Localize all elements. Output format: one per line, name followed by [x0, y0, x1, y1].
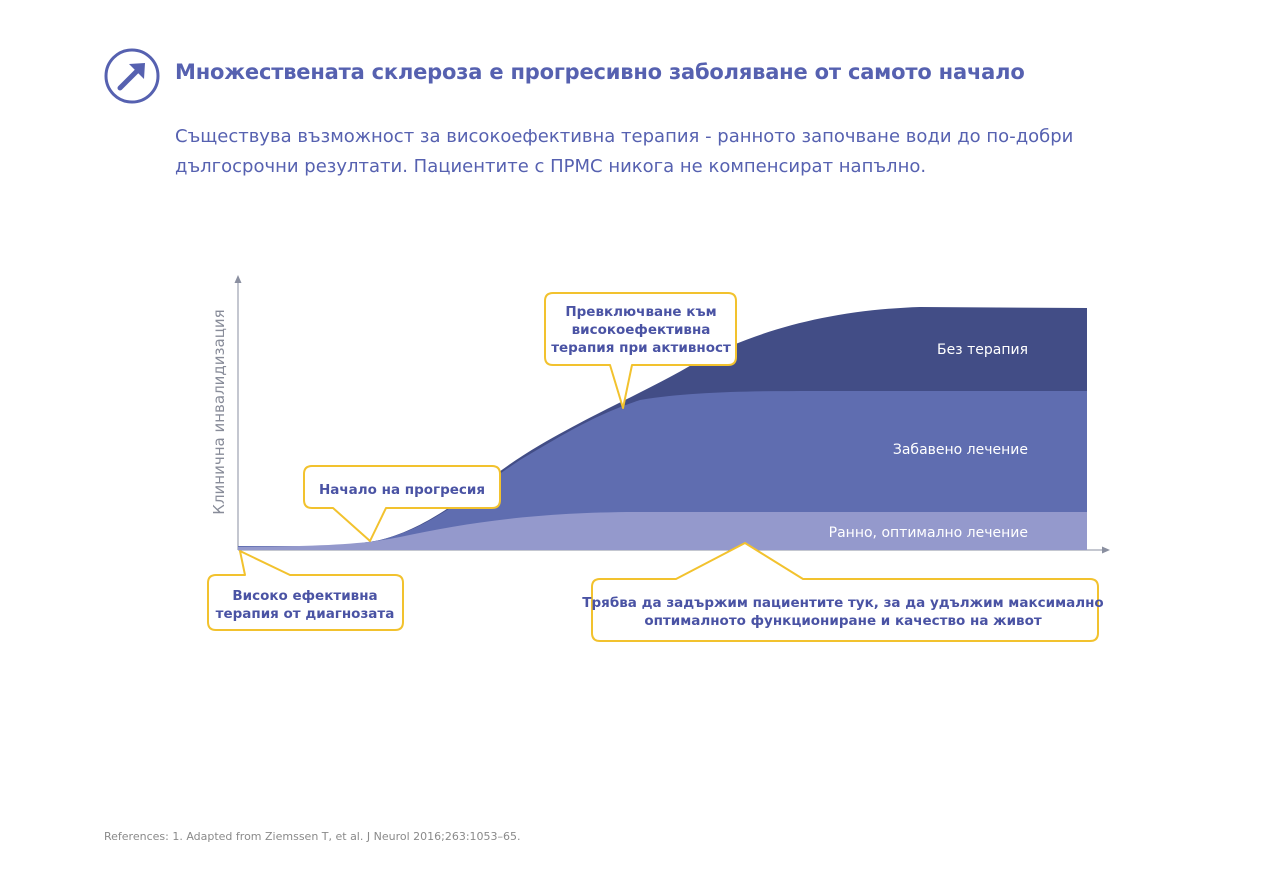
- x-axis-arrowhead: [1102, 546, 1110, 554]
- y-axis-label: Клинична инвалидизация: [210, 309, 228, 514]
- callout-progression-start-box: [303, 465, 501, 542]
- callout-switch-therapy-box: [544, 292, 737, 409]
- callout-switch-line-2: високоефективна: [572, 322, 711, 338]
- band-label-delayed-treatment: Забавено лечение: [893, 442, 1028, 458]
- callout-keep-line-2: оптималното функциониране и качество на …: [644, 613, 1042, 629]
- page-title: Множествената склероза е прогресивно заб…: [175, 60, 1025, 84]
- callout-progression-start: Начало на прогресия: [303, 465, 501, 542]
- band-label-no-therapy: Без терапия: [937, 342, 1028, 358]
- callout-progression-text: Начало на прогресия: [319, 482, 485, 498]
- callout-switch-line-3: терапия при активност: [551, 340, 731, 356]
- page-subtitle: Съществува възможност за високоефективна…: [175, 122, 1155, 182]
- callout-keep-line-1: Трябва да задържим пациентите тук, за да…: [582, 595, 1103, 611]
- subtitle-line-1: Съществува възможност за високоефективна…: [175, 126, 1074, 147]
- callout-switch-line-1: Превключване към: [565, 304, 716, 320]
- callout-switch-therapy: Превключване към високоефективна терапия…: [544, 292, 737, 409]
- band-early-treatment: [238, 512, 1087, 550]
- references: References: 1. Adapted from Ziemssen T, …: [104, 830, 521, 843]
- callout-high-efficacy-box: [207, 550, 404, 631]
- band-label-early-treatment: Ранно, оптимално лечение: [829, 525, 1028, 541]
- callout-keep-patients: Трябва да задържим пациентите тук, за да…: [582, 542, 1104, 642]
- callout-keep-patients-box: [591, 542, 1099, 642]
- callout-high-efficacy-line-1: Високо ефективна: [232, 588, 377, 604]
- callout-high-efficacy-from-diagnosis: Високо ефективна терапия от диагнозата: [207, 550, 404, 631]
- arrow-up-right-circle-icon: [104, 48, 160, 104]
- subtitle-line-2: дългосрочни резултати. Пациентите с ПРМС…: [175, 156, 927, 177]
- callout-high-efficacy-line-2: терапия от диагнозата: [216, 606, 395, 622]
- y-axis-arrowhead: [234, 275, 242, 283]
- band-delayed-treatment: [238, 390, 1087, 550]
